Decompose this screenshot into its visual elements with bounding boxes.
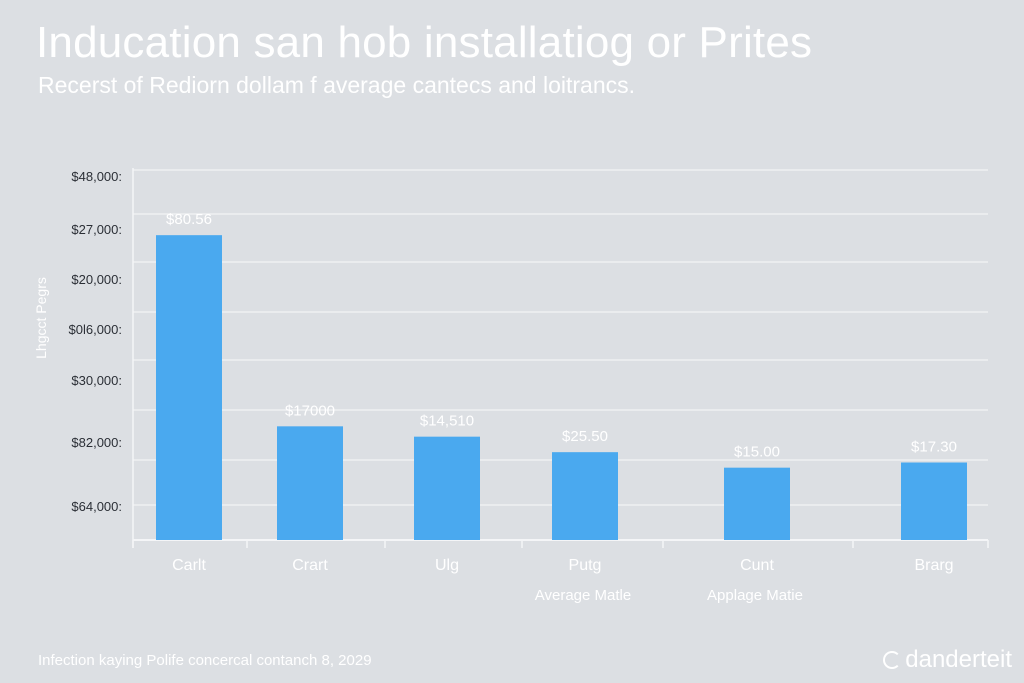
x-tick-label: Ulg	[435, 557, 459, 574]
chart-title: Inducation san hob installatiog or Prite…	[36, 18, 813, 67]
x-tick-label: Putg	[569, 557, 602, 574]
bar	[414, 436, 480, 540]
bar	[901, 462, 967, 540]
y-tick-label: $30,000:	[71, 373, 122, 388]
y-tick-label: $64,000:	[71, 499, 122, 514]
bar-data-label: $17.30	[911, 439, 957, 456]
x-axis-ticks: Carlt Crart Ulg Putg Average Matle Cunt Applag…	[172, 557, 953, 604]
x-tick-label: Crart	[292, 557, 328, 574]
bar	[552, 452, 618, 540]
bar-data-label: $14,510	[420, 413, 474, 430]
x-tick-label: Carlt	[172, 557, 206, 574]
y-tick-label: $82,000:	[71, 435, 122, 450]
x-tick-label: Cunt	[740, 557, 774, 574]
bar	[156, 235, 222, 540]
y-tick-label: $27,000:	[71, 222, 122, 237]
bar-data-label: $15.00	[734, 444, 780, 461]
brand-logo: danderteit	[883, 646, 1012, 674]
y-tick-label: $0l6,000:	[69, 322, 123, 337]
y-axis-ticks: $48,000: $27,000: $20,000: $0l6,000: $30,000…	[69, 169, 123, 514]
data-labels: $80.56 $17000 $14,510 $25.50 $15.00 $17.30	[166, 211, 957, 460]
y-axis-label: Lhgcct Pegrs	[33, 277, 49, 359]
chart-subtitle: Recerst of Rediorn dollam f average cant…	[38, 72, 636, 98]
bar	[724, 467, 790, 540]
bar-data-label: $17000	[285, 402, 335, 419]
bar-data-label: $25.50	[562, 428, 608, 445]
logo-icon	[883, 651, 902, 669]
y-tick-label: $48,000:	[71, 169, 122, 184]
bar	[277, 426, 343, 540]
bar-data-label: $80.56	[166, 211, 212, 228]
bars	[156, 235, 967, 540]
y-tick-label: $20,000:	[71, 272, 122, 287]
x-tick-label: Brarg	[914, 557, 953, 574]
x-tick-sublabel: Applage Matie	[707, 587, 803, 604]
footer-note: Infection kaying Polife concercal contan…	[38, 652, 372, 669]
brand-name: danderteit	[905, 646, 1012, 673]
x-tick-sublabel: Average Matle	[535, 587, 631, 604]
